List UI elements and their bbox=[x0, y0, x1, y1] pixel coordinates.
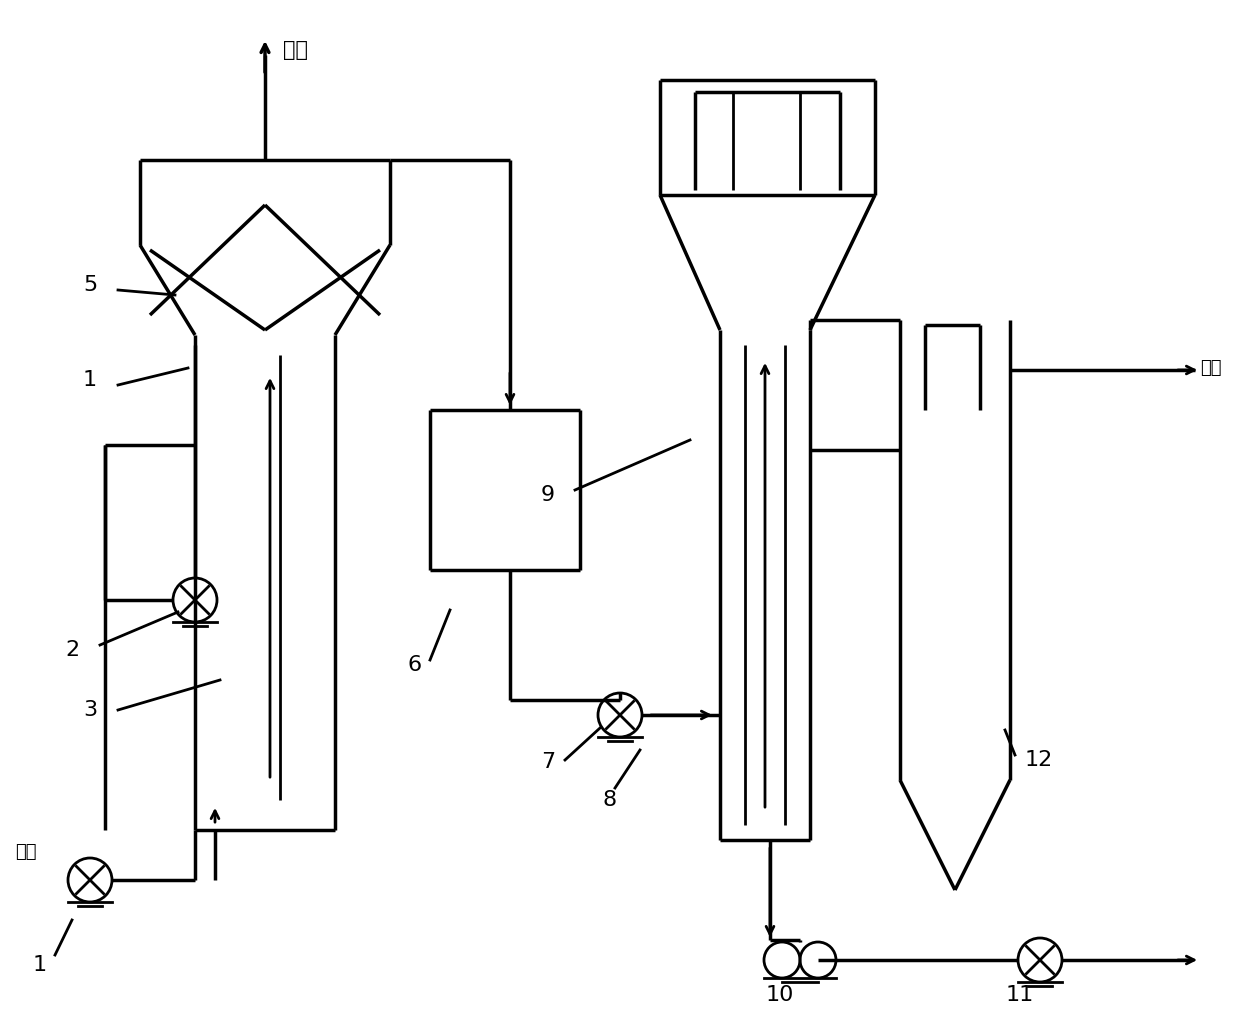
Text: 8: 8 bbox=[603, 791, 618, 810]
Text: 10: 10 bbox=[766, 985, 794, 1005]
Text: 9: 9 bbox=[541, 485, 556, 505]
Text: 5: 5 bbox=[83, 275, 97, 295]
Text: 11: 11 bbox=[1006, 985, 1034, 1005]
Text: 出水: 出水 bbox=[1200, 359, 1221, 377]
Text: 12: 12 bbox=[1025, 750, 1053, 770]
Text: 7: 7 bbox=[541, 752, 556, 772]
Text: 进水: 进水 bbox=[15, 843, 36, 861]
Text: 6: 6 bbox=[408, 655, 422, 675]
Text: 3: 3 bbox=[83, 700, 97, 720]
Text: 2: 2 bbox=[64, 640, 79, 660]
Text: 沼气: 沼气 bbox=[283, 40, 308, 60]
Text: 1: 1 bbox=[33, 955, 47, 975]
Text: 1: 1 bbox=[83, 370, 97, 390]
